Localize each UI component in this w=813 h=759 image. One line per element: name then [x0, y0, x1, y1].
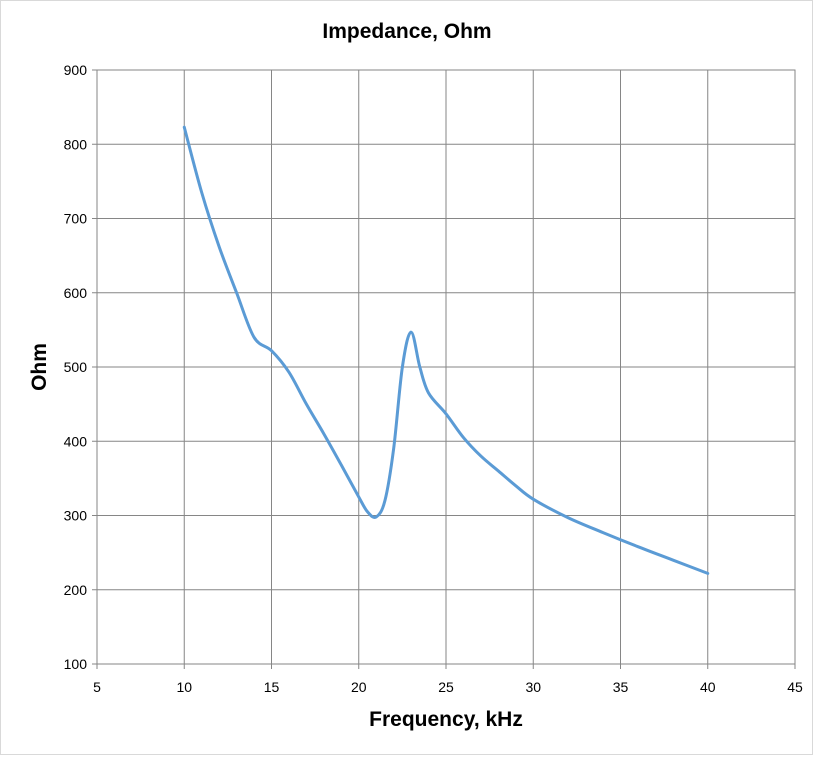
data-point [218, 245, 221, 248]
data-point [514, 484, 517, 487]
y-tick-label: 500 [64, 359, 88, 375]
data-point [636, 545, 639, 548]
y-tick-label: 100 [64, 656, 88, 672]
x-axis-ticks: 5 10 15 20 25 30 35 40 45 [93, 664, 803, 695]
y-tick-label: 200 [64, 582, 88, 598]
impedance-series-line [182, 125, 710, 575]
data-point [497, 469, 500, 472]
data-point [270, 349, 273, 352]
y-axis-title: Ohm [28, 343, 51, 391]
data-point [305, 403, 308, 406]
data-point [322, 432, 325, 435]
data-point [366, 510, 369, 513]
data-point [383, 499, 386, 502]
data-point [602, 531, 605, 534]
series-layer [182, 125, 710, 575]
chart-title: Impedance, Ohm [322, 20, 491, 43]
x-tick-label: 5 [93, 679, 101, 695]
data-point [427, 391, 430, 394]
data-point [287, 371, 290, 374]
x-tick-label: 15 [264, 679, 280, 695]
x-tick-label: 35 [613, 679, 629, 695]
data-point [357, 495, 360, 498]
y-tick-label: 300 [64, 508, 88, 524]
data-point [567, 516, 570, 519]
x-tick-label: 30 [525, 679, 541, 695]
data-point [340, 464, 343, 467]
y-tick-label: 800 [64, 136, 88, 152]
data-point [418, 366, 421, 369]
data-point [445, 412, 448, 415]
x-tick-label: 25 [438, 679, 454, 695]
data-point [706, 572, 709, 575]
data-point [462, 436, 465, 439]
data-point [200, 191, 203, 194]
data-point [401, 366, 404, 369]
gridlines [96, 69, 796, 665]
x-tick-label: 10 [176, 679, 192, 695]
x-tick-label: 45 [787, 679, 803, 695]
y-axis-ticks: 100 200 300 400 500 600 700 800 900 [64, 62, 97, 672]
data-point [253, 336, 256, 339]
y-tick-label: 700 [64, 211, 88, 227]
data-point [183, 126, 186, 129]
data-point [479, 455, 482, 458]
data-point [410, 331, 413, 334]
y-tick-label: 400 [64, 433, 88, 449]
x-axis-title: Frequency, kHz [369, 708, 523, 731]
data-point [235, 291, 238, 294]
y-tick-label: 900 [64, 62, 88, 78]
data-point [671, 559, 674, 562]
data-point [375, 515, 378, 518]
x-tick-label: 20 [351, 679, 367, 695]
x-tick-label: 40 [700, 679, 716, 695]
data-point [392, 447, 395, 450]
data-point [532, 498, 535, 501]
y-tick-label: 600 [64, 285, 88, 301]
